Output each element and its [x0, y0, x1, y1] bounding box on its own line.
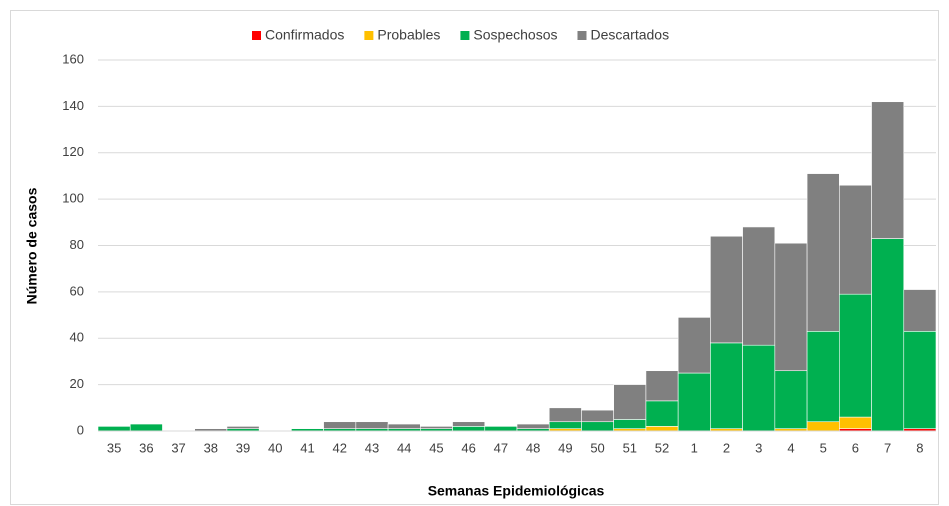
x-tick-label: 44: [397, 440, 411, 455]
y-tick-label: 80: [70, 237, 84, 252]
x-tick-label: 45: [429, 440, 443, 455]
x-tick-label: 41: [300, 440, 314, 455]
y-tick-label: 100: [62, 191, 84, 206]
x-tick-label: 2: [723, 440, 730, 455]
bar-segment: [97, 426, 131, 432]
legend-swatch: [577, 31, 587, 40]
bar-segment: [129, 423, 163, 432]
y-tick-label: 120: [62, 144, 84, 159]
legend-label: Confirmados: [265, 27, 344, 43]
legend-swatch: [460, 31, 470, 40]
y-tick-label: 140: [62, 98, 84, 113]
x-tick-label: 8: [916, 440, 923, 455]
bar-segment: [710, 342, 743, 429]
x-tick-label: 36: [139, 440, 153, 455]
bar-segment: [323, 421, 357, 429]
bar-segment: [774, 370, 808, 429]
x-axis-title: Semanas Epidemiológicas: [428, 483, 605, 499]
bar-segment: [516, 423, 550, 429]
bar-segment: [387, 423, 421, 429]
bar-segment: [452, 421, 486, 427]
bar-segment: [613, 419, 647, 429]
bar-segment: [677, 317, 711, 374]
bar-segment: [452, 426, 486, 432]
x-tick-label: 49: [558, 440, 572, 455]
bar-segment: [806, 173, 840, 332]
bar-segment: [839, 416, 872, 429]
bar-segment: [645, 370, 679, 402]
x-tick-label: 3: [755, 440, 762, 455]
y-axis-title: Número de casos: [24, 187, 40, 304]
bar-segment: [839, 184, 872, 295]
legend-swatch: [252, 31, 261, 40]
bar-segment: [839, 293, 872, 418]
x-tick-label: 37: [171, 440, 185, 455]
y-tick-label: 40: [70, 330, 84, 345]
bar-segment: [806, 330, 840, 423]
x-tick-label: 6: [852, 440, 859, 455]
legend-label: Probables: [377, 27, 440, 43]
x-tick-label: 7: [884, 440, 891, 455]
bar-segment: [742, 344, 776, 432]
y-tick-label: 0: [77, 422, 84, 437]
bar-segment: [645, 400, 679, 427]
bar-segment: [581, 409, 614, 423]
x-tick-label: 35: [107, 440, 121, 455]
legend-label: Sospechosos: [473, 27, 557, 43]
bar-segment: [613, 384, 647, 420]
x-tick-label: 50: [590, 440, 604, 455]
bar-segment: [548, 421, 582, 429]
bar-segment: [903, 330, 937, 429]
x-tick-label: 51: [623, 440, 637, 455]
bar-segment: [581, 421, 614, 432]
x-tick-label: 46: [461, 440, 475, 455]
x-tick-label: 52: [655, 440, 669, 455]
x-tick-label: 47: [494, 440, 508, 455]
bar-segment: [742, 226, 776, 346]
bar-segment: [710, 235, 743, 344]
bar-segment: [355, 421, 389, 429]
bar-segment: [806, 421, 840, 432]
bar-segment: [645, 426, 679, 432]
x-tick-label: 40: [268, 440, 282, 455]
x-tick-label: 42: [332, 440, 346, 455]
x-tick-label: 39: [236, 440, 250, 455]
bar-segment: [548, 407, 582, 423]
bar-segment: [484, 426, 518, 432]
x-tick-label: 1: [691, 440, 698, 455]
bar-segment: [420, 426, 453, 429]
x-tick-label: 43: [365, 440, 379, 455]
y-tick-label: 20: [70, 376, 84, 391]
bar-segment: [677, 372, 711, 432]
y-tick-label: 60: [70, 283, 84, 298]
legend-label: Descartados: [590, 27, 669, 43]
x-tick-label: 38: [204, 440, 218, 455]
bar-segment: [774, 242, 808, 372]
bar-segment: [871, 238, 905, 432]
x-tick-label: 5: [820, 440, 827, 455]
bar-segment: [903, 289, 937, 332]
bar-segment: [871, 101, 905, 239]
x-tick-label: 48: [526, 440, 540, 455]
legend-swatch: [364, 31, 374, 40]
x-tick-label: 4: [787, 440, 794, 455]
y-tick-label: 160: [62, 51, 84, 66]
bar-segment: [226, 426, 260, 429]
